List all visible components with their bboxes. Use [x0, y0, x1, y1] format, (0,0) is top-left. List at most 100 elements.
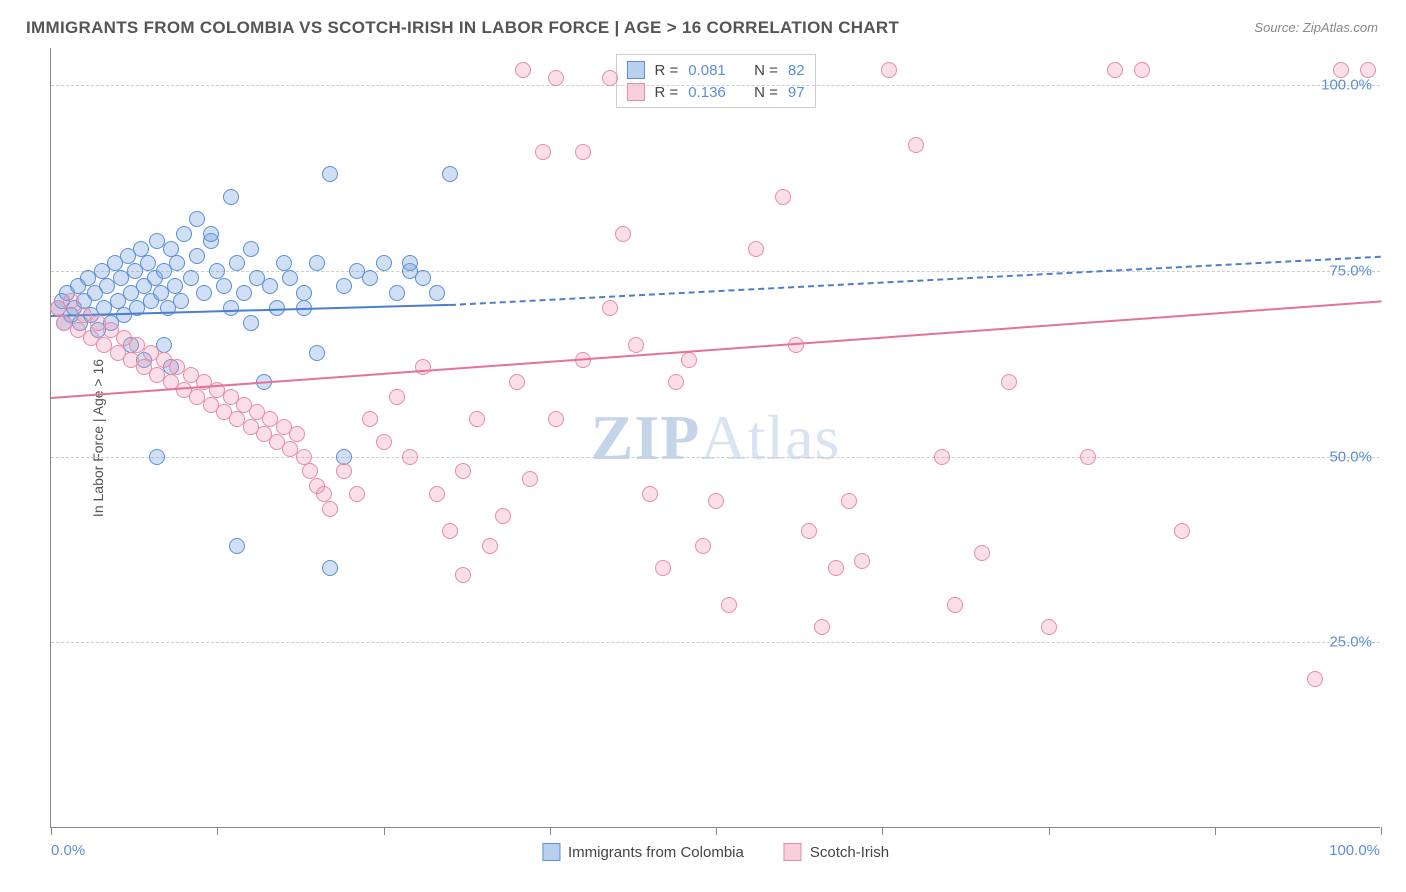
data-point	[429, 285, 445, 301]
chart-container: IMMIGRANTS FROM COLOMBIA VS SCOTCH-IRISH…	[0, 0, 1406, 892]
chart-title: IMMIGRANTS FROM COLOMBIA VS SCOTCH-IRISH…	[26, 18, 899, 38]
data-point	[748, 241, 764, 257]
data-point	[189, 211, 205, 227]
data-point	[602, 70, 618, 86]
data-point	[296, 449, 312, 465]
data-point	[322, 166, 338, 182]
gridline	[51, 457, 1380, 458]
y-tick-label: 25.0%	[1329, 634, 1372, 651]
data-point	[934, 449, 950, 465]
data-point	[1360, 62, 1376, 78]
data-point	[282, 270, 298, 286]
data-point	[289, 426, 305, 442]
data-point	[655, 560, 671, 576]
data-point	[814, 619, 830, 635]
data-point	[389, 389, 405, 405]
data-point	[349, 486, 365, 502]
gridline	[51, 271, 1380, 272]
data-point	[1174, 523, 1190, 539]
data-point	[455, 463, 471, 479]
data-point	[801, 523, 817, 539]
legend-label: Immigrants from Colombia	[568, 844, 744, 861]
y-tick-label: 100.0%	[1321, 77, 1372, 94]
source-link[interactable]: ZipAtlas.com	[1303, 20, 1378, 35]
data-point	[296, 285, 312, 301]
data-point	[223, 189, 239, 205]
gridline	[51, 642, 1380, 643]
data-point	[522, 471, 538, 487]
r-value: 0.081	[688, 62, 726, 79]
legend-swatch	[626, 61, 644, 79]
data-point	[63, 293, 79, 309]
data-point	[309, 345, 325, 361]
data-point	[402, 255, 418, 271]
data-point	[548, 411, 564, 427]
legend-label: Scotch-Irish	[810, 844, 889, 861]
data-point	[575, 144, 591, 160]
data-point	[415, 270, 431, 286]
data-point	[548, 70, 564, 86]
data-point	[229, 538, 245, 554]
data-point	[336, 278, 352, 294]
data-point	[535, 144, 551, 160]
data-point	[173, 293, 189, 309]
legend-item: Scotch-Irish	[784, 843, 889, 861]
data-point	[642, 486, 658, 502]
data-point	[196, 285, 212, 301]
data-point	[1001, 374, 1017, 390]
data-point	[322, 501, 338, 517]
x-tick	[384, 827, 385, 835]
x-tick	[716, 827, 717, 835]
gridline	[51, 85, 1380, 86]
data-point	[236, 285, 252, 301]
x-tick	[1381, 827, 1382, 835]
data-point	[1134, 62, 1150, 78]
x-axis-max-label: 100.0%	[1329, 842, 1380, 859]
data-point	[149, 449, 165, 465]
data-point	[615, 226, 631, 242]
data-point	[140, 255, 156, 271]
data-point	[469, 411, 485, 427]
data-point	[316, 486, 332, 502]
data-point	[302, 463, 318, 479]
data-point	[482, 538, 498, 554]
data-point	[209, 263, 225, 279]
data-point	[455, 567, 471, 583]
data-point	[216, 278, 232, 294]
x-tick	[51, 827, 52, 835]
data-point	[223, 300, 239, 316]
data-point	[628, 337, 644, 353]
data-point	[183, 270, 199, 286]
data-point	[415, 359, 431, 375]
trend-line-extrapolated	[450, 256, 1381, 306]
data-point	[1307, 671, 1323, 687]
data-point	[442, 523, 458, 539]
data-point	[309, 255, 325, 271]
data-point	[1080, 449, 1096, 465]
data-point	[695, 538, 711, 554]
data-point	[681, 352, 697, 368]
watermark-zip: ZIP	[591, 402, 701, 473]
r-label: R =	[654, 62, 678, 79]
legend-swatch	[784, 843, 802, 861]
data-point	[189, 248, 205, 264]
x-tick	[1215, 827, 1216, 835]
watermark: ZIPAtlas	[591, 401, 841, 475]
data-point	[229, 255, 245, 271]
data-point	[515, 62, 531, 78]
data-point	[881, 62, 897, 78]
data-point	[376, 255, 392, 271]
y-tick-label: 75.0%	[1329, 262, 1372, 279]
data-point	[203, 226, 219, 242]
legend-item: Immigrants from Colombia	[542, 843, 744, 861]
data-point	[908, 137, 924, 153]
data-point	[336, 449, 352, 465]
data-point	[133, 241, 149, 257]
x-axis-min-label: 0.0%	[51, 842, 85, 859]
data-point	[509, 374, 525, 390]
x-tick	[882, 827, 883, 835]
data-point	[775, 189, 791, 205]
data-point	[176, 226, 192, 242]
data-point	[376, 434, 392, 450]
data-point	[389, 285, 405, 301]
